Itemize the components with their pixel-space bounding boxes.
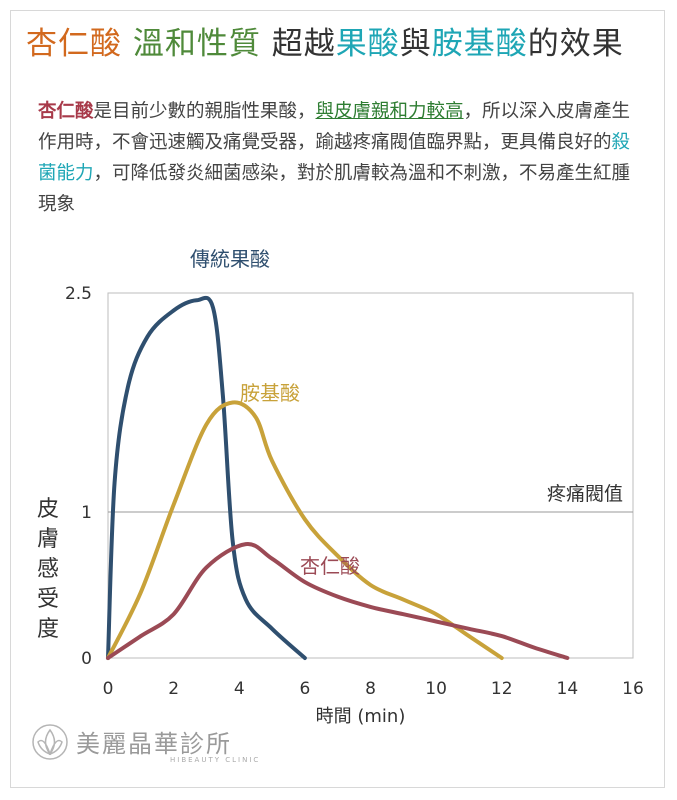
x-tick-label-3: 6 (299, 679, 310, 699)
title-gentle: 溫和性質 (132, 26, 261, 62)
desc-text-2: ，所以深入皮膚產生作用時，不會迅速觸及痛覺受器，踰越疼痛閥值臨界點，更具備良好的 (38, 101, 631, 153)
x-tick-label-6: 12 (491, 679, 513, 699)
desc-affinity: 與皮膚親和力較高 (315, 101, 464, 122)
y-tick-label-2: 2.5 (65, 284, 92, 304)
clinic-name: 美麗晶華診所 (76, 730, 232, 758)
series-line-0 (106, 295, 307, 660)
x-tick-label-7: 14 (557, 679, 579, 699)
title-fruit-acid: 果酸 (335, 26, 400, 62)
plot-area (107, 292, 634, 659)
frame-border (10, 10, 665, 788)
series-line-1 (106, 400, 504, 660)
title-and: 與 (399, 26, 432, 62)
x-tick-label-0: 0 (103, 679, 114, 699)
title-effect: 的效果 (527, 26, 624, 62)
desc-text-3: ，可降低發炎細菌感染，對於肌膚較為溫和不刺激，不易產生紅腫現象 (38, 163, 631, 215)
x-tick-label-5: 10 (425, 679, 447, 699)
page-title: 杏仁酸 溫和性質 超越果酸與胺基酸的效果 (26, 22, 624, 66)
desc-text-1: 是目前少數的親脂性果酸， (93, 101, 316, 122)
y-axis-label-char-0: 皮 (37, 497, 59, 522)
x-tick-label-2: 4 (234, 679, 245, 699)
title-mandelic: 杏仁酸 (26, 26, 122, 62)
clinic-subtitle: HIBEAUTY CLINIC (170, 756, 261, 764)
series-label-1: 胺基酸 (240, 381, 300, 405)
y-axis-label-char-1: 膚 (37, 527, 59, 552)
y-tick-label-1: 1 (81, 503, 92, 523)
lotus-icon (32, 724, 68, 760)
desc-antibacterial: 殺菌能力 (38, 132, 631, 184)
description: 杏仁酸是目前少數的親脂性果酸，與皮膚親和力較高，所以深入皮膚產生作用時，不會迅速… (38, 96, 638, 220)
threshold-label: 疼痛閥值 (547, 483, 623, 505)
title-amino-acid: 胺基酸 (431, 26, 528, 62)
x-tick-label-4: 8 (365, 679, 376, 699)
y-axis-label-char-2: 感 (37, 557, 59, 582)
x-tick-label-1: 2 (168, 679, 179, 699)
x-axis-label: 時間 (min) (316, 706, 406, 727)
series-line-2 (106, 542, 570, 660)
title-surpass: 超越 (271, 26, 336, 62)
desc-mandelic: 杏仁酸 (38, 101, 94, 122)
y-axis-label-char-3: 受 (37, 587, 59, 612)
series-label-0: 傳統果酸 (190, 247, 270, 271)
series-label-2: 杏仁酸 (300, 554, 360, 578)
x-tick-label-8: 16 (622, 679, 644, 699)
y-tick-label-0: 0 (81, 649, 92, 669)
clinic-logo: 美麗晶華診所 HIBEAUTY CLINIC (30, 720, 290, 770)
y-axis-label-char-4: 度 (37, 617, 59, 642)
